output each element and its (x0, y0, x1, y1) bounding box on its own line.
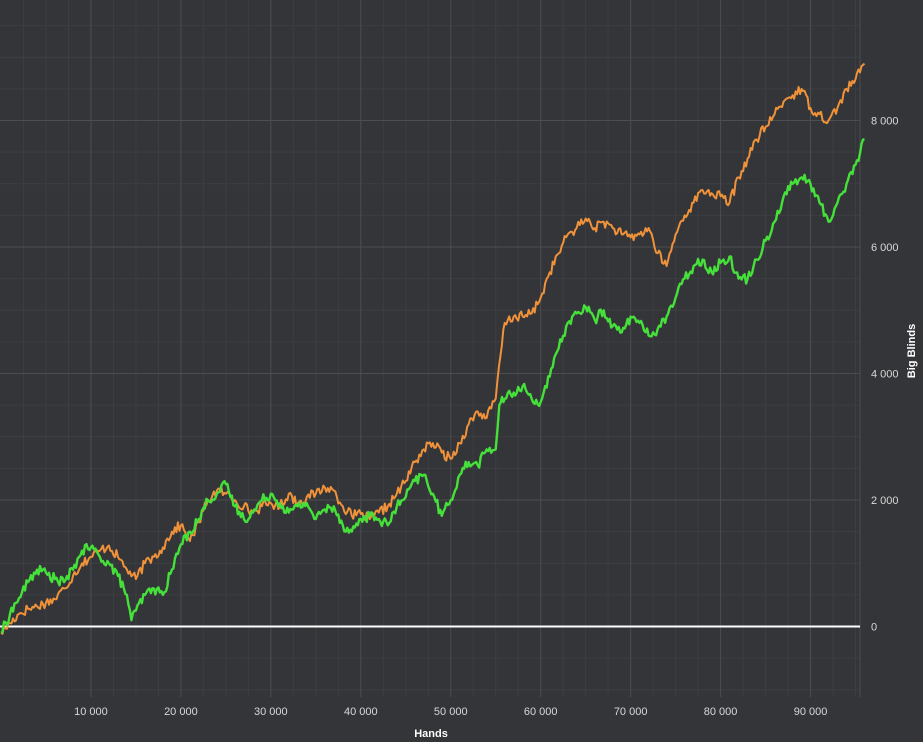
y-axis-ticks: 0 2 000 4 000 6 000 8 000 (871, 116, 899, 634)
x-tick-label: 40 000 (344, 706, 378, 718)
x-tick-label: 80 000 (704, 706, 738, 718)
y-tick-label: 2 000 (871, 495, 899, 507)
x-tick-label: 30 000 (254, 706, 288, 718)
major-grid (0, 0, 860, 697)
x-tick-label: 20 000 (164, 706, 198, 718)
minor-grid (0, 0, 860, 697)
y-axis-title: Big Blinds (906, 324, 918, 378)
y-tick-label: 0 (871, 622, 877, 634)
y-tick-label: 4 000 (871, 369, 899, 381)
series-line-green (0, 138, 865, 634)
x-tick-label: 90 000 (794, 706, 828, 718)
y-tick-label: 8 000 (871, 116, 899, 128)
series-line-orange (0, 62, 866, 635)
x-tick-label: 50 000 (434, 706, 468, 718)
y-tick-label: 6 000 (871, 242, 899, 254)
x-tick-label: 70 000 (614, 706, 648, 718)
x-tick-label: 10 000 (74, 706, 108, 718)
series-layer (0, 62, 866, 635)
x-axis-title: Hands (414, 728, 448, 740)
x-tick-label: 60 000 (524, 706, 558, 718)
x-axis-ticks: 10 000 20 000 30 000 40 000 50 000 60 000 70 0… (74, 706, 827, 718)
